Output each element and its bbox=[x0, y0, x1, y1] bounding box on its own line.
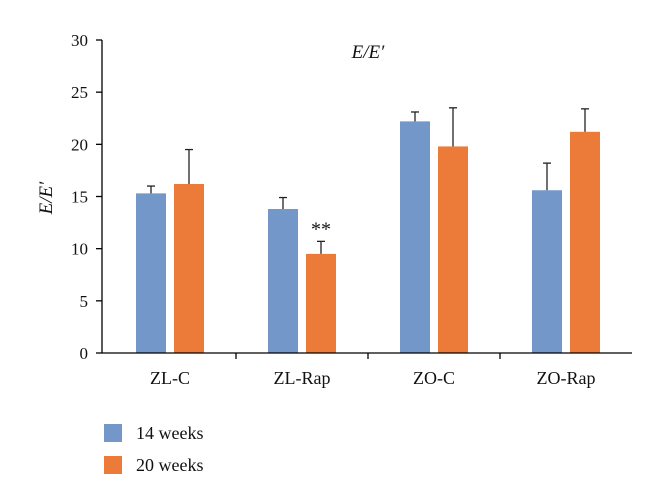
significance-annotation: ** bbox=[311, 218, 331, 240]
y-axis-ticks: 0 5 10 15 20 25 30 bbox=[71, 31, 102, 363]
legend-swatch-14-weeks bbox=[104, 424, 122, 442]
bar bbox=[438, 146, 468, 353]
y-tick-label: 20 bbox=[71, 135, 88, 154]
y-axis-label: E/E′ bbox=[36, 181, 57, 215]
y-tick-label: 0 bbox=[80, 344, 89, 363]
bar bbox=[268, 209, 298, 353]
bar bbox=[306, 253, 336, 353]
chart-title: E/E′ bbox=[351, 42, 385, 63]
x-tick-label: ZL-C bbox=[150, 368, 190, 388]
bar bbox=[136, 193, 166, 353]
legend-label-20-weeks: 20 weeks bbox=[136, 454, 204, 475]
bar bbox=[400, 121, 430, 353]
legend-swatch-20-weeks bbox=[104, 456, 122, 474]
bar bbox=[570, 131, 600, 353]
y-tick-label: 15 bbox=[71, 188, 88, 207]
y-tick-label: 10 bbox=[71, 240, 88, 259]
bar bbox=[532, 190, 562, 353]
legend: 14 weeks 20 weeks bbox=[104, 420, 203, 484]
legend-label-14-weeks: 14 weeks bbox=[136, 422, 204, 443]
bar bbox=[174, 183, 204, 353]
x-tick-label: ZO-Rap bbox=[537, 368, 596, 388]
legend-item-20-weeks: 20 weeks bbox=[104, 452, 203, 478]
x-tick-label: ZO-C bbox=[413, 368, 455, 388]
y-tick-label: 30 bbox=[71, 31, 88, 50]
x-tick-label: ZL-Rap bbox=[274, 368, 331, 388]
legend-item-14-weeks: 14 weeks bbox=[104, 420, 203, 446]
y-tick-label: 5 bbox=[80, 292, 89, 311]
bars: ** bbox=[136, 107, 600, 353]
y-tick-label: 25 bbox=[71, 83, 88, 102]
x-axis-labels: ZL-C ZL-Rap ZO-C ZO-Rap bbox=[150, 353, 595, 388]
